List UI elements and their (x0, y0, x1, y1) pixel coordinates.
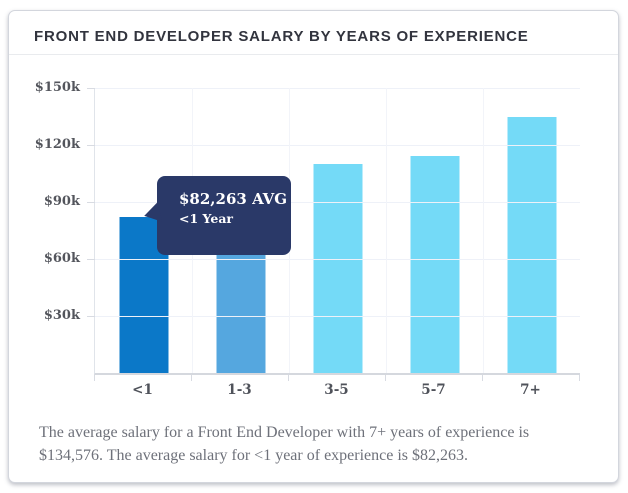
x-axis-labels: <1 1-3 3-5 5-7 7+ (94, 382, 579, 398)
plot-area (87, 88, 580, 381)
y-axis-labels: $150k $120k $90k $60k $30k (9, 80, 80, 373)
x-axis-label: 3-5 (324, 382, 349, 398)
gridline-vertical (483, 88, 484, 373)
gridline-horizontal (95, 202, 580, 203)
tooltip: $82,263 AVG <1 Year (141, 176, 291, 255)
salary-chart-card: FRONT END DEVELOPER SALARY BY YEARS OF E… (8, 10, 619, 483)
tooltip-value: $82,263 AVG (179, 190, 288, 208)
bar-column (483, 88, 580, 373)
x-axis-tick (288, 375, 289, 381)
y-axis-label: $150k (34, 80, 80, 95)
x-axis-tick (385, 375, 386, 381)
gridline-horizontal (95, 259, 580, 260)
y-axis-tick (87, 145, 95, 146)
x-axis-tick (579, 375, 580, 381)
x-axis-label: 1-3 (227, 382, 252, 398)
summary-text: The average salary for a Front End Devel… (39, 421, 591, 467)
y-axis-label: $60k (43, 251, 80, 266)
bar-column (386, 88, 483, 373)
y-axis-tick (87, 316, 95, 317)
gridline-horizontal (95, 316, 580, 317)
bar-7+-years[interactable] (507, 117, 556, 373)
x-axis-tick (482, 375, 483, 381)
bar-3-5-years[interactable] (313, 164, 362, 373)
title-divider (9, 54, 618, 55)
y-axis-tick (87, 202, 95, 203)
y-axis-tick (87, 259, 95, 260)
x-axis-tick (191, 375, 192, 381)
x-axis-label: 5-7 (421, 382, 446, 398)
gridline-vertical (386, 88, 387, 373)
bar-columns (95, 88, 580, 373)
x-axis-label: 7+ (520, 382, 541, 398)
summary-line-1: The average salary for a Front End Devel… (39, 424, 530, 441)
y-axis-label: $30k (43, 308, 80, 323)
tooltip-pointer-icon (141, 202, 163, 226)
gridline-horizontal (95, 88, 580, 89)
y-axis-tick (87, 88, 95, 89)
bar-5-7-years[interactable] (410, 156, 459, 373)
tooltip-category: <1 Year (179, 211, 233, 226)
y-axis-label: $90k (43, 194, 80, 209)
summary-line-2: $134,576. The average salary for <1 year… (39, 447, 469, 464)
bar-column (289, 88, 386, 373)
page-title: FRONT END DEVELOPER SALARY BY YEARS OF E… (34, 28, 529, 45)
y-axis-label: $120k (34, 137, 80, 152)
x-axis-tick (94, 375, 95, 381)
gridline-horizontal (95, 145, 580, 146)
x-axis-label: <1 (132, 382, 153, 398)
